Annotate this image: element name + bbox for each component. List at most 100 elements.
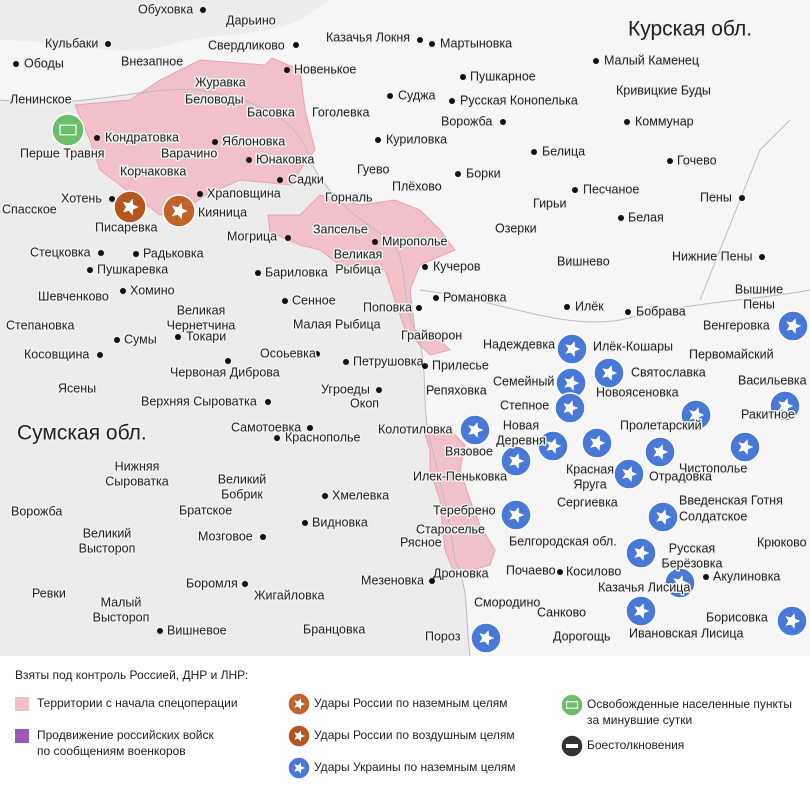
- settlement-label: Ободы: [24, 56, 64, 70]
- settlement-label: Осоьевка: [260, 346, 316, 360]
- settlement-label: Нижняя: [115, 459, 160, 473]
- settlement-dot: [449, 98, 455, 104]
- settlement-label: Акулиновка: [713, 569, 780, 583]
- legend-label: Территории с начала спецоперации: [37, 696, 238, 710]
- borders: [0, 88, 810, 657]
- settlement-label: Мезеновка: [361, 573, 424, 587]
- settlement-label: Краснополье: [285, 430, 361, 444]
- settlement-label: Староселье: [416, 522, 485, 536]
- legend-label: за минувшие сутки: [587, 713, 692, 727]
- settlement-label: Бобрик: [221, 487, 263, 501]
- territory-north: [74, 57, 316, 216]
- settlement-label: Рыбица: [335, 262, 381, 276]
- icons: [51, 113, 809, 654]
- settlement-dot: [429, 41, 435, 47]
- icon-burst: [565, 341, 581, 357]
- settlement-label: Гочево: [677, 153, 717, 167]
- icon-burst: [171, 202, 188, 220]
- settlement-label: Русская Конопелька: [460, 93, 578, 107]
- region-border: [699, 119, 791, 301]
- settlement-dot: [260, 534, 266, 540]
- icon-burst: [778, 398, 794, 414]
- settlement-dot: [284, 67, 290, 73]
- settlement-label: Степановка: [6, 318, 75, 332]
- settlement-label: Илек-Пеньковка: [413, 469, 507, 483]
- icon-burst: [786, 318, 802, 334]
- settlement-label: Чернетчина: [167, 318, 236, 332]
- settlement-dot: [703, 574, 709, 580]
- icon-burst: [509, 507, 525, 523]
- icon-burst: [479, 630, 495, 646]
- settlement-dot: [322, 493, 328, 499]
- settlement-label: Внезапное: [121, 54, 183, 68]
- settlement-label: Новенькое: [294, 62, 356, 76]
- legend-label: по сообщениям военкоров: [37, 744, 186, 758]
- settlement-label: Теребрено: [433, 503, 496, 517]
- settlement-label: Васильевка: [738, 373, 807, 387]
- settlement-dot: [285, 235, 291, 241]
- settlement-label: Берёзовка: [662, 556, 723, 570]
- settlement-label: Могрица: [227, 229, 277, 243]
- settlement-label: Храповщина: [207, 186, 281, 200]
- settlement-dot: [500, 119, 506, 125]
- settlement-label: Самотоевка: [231, 420, 301, 434]
- settlement-dot: [739, 195, 745, 201]
- settlement-dot: [175, 334, 181, 340]
- settlement-label: Дорогощь: [553, 629, 611, 643]
- settlement-label: Косовщина: [24, 347, 89, 361]
- region-label: Белгородская обл.: [509, 534, 617, 548]
- settlement-label: Великая: [334, 247, 383, 261]
- settlement-label: Надеждевка: [483, 337, 555, 351]
- settlement-label: Песчаное: [583, 182, 639, 196]
- icon-building: [59, 124, 77, 136]
- settlement-label: Хомино: [130, 283, 175, 297]
- settlement-label: Хотень: [61, 191, 102, 205]
- icon-burst: [468, 422, 484, 438]
- settlement-label: Обуховка: [138, 2, 193, 16]
- legend: Взяты под контроль Россией, ДНР и ЛНР: Те…: [0, 656, 810, 800]
- settlement-label: Введенская Готня: [679, 493, 783, 507]
- settlement-label: Ивановская Лисица: [629, 626, 744, 640]
- settlement-dot: [302, 520, 308, 526]
- settlement-dot: [157, 628, 163, 634]
- icon-burst: [622, 466, 638, 482]
- icon-burst: [634, 603, 650, 619]
- settlement-dot: [564, 304, 570, 310]
- settlement-label: Гуево: [357, 162, 389, 176]
- settlement-dot: [282, 298, 288, 304]
- settlement-label: Рясное: [400, 535, 442, 549]
- settlement-label: Плёхово: [392, 179, 442, 193]
- settlement-label: Санково: [537, 605, 586, 619]
- settlement-label: Малый Каменец: [604, 53, 699, 67]
- settlement-label: Кияница: [198, 205, 247, 219]
- settlement-label: Ленинское: [10, 92, 72, 106]
- settlement-label: Отрадовка: [649, 469, 712, 483]
- territory-south: [424, 429, 496, 576]
- legend-label: Удары России по наземным целям: [314, 696, 507, 710]
- settlement-dot: [422, 363, 428, 369]
- settlement-label: Колотиловка: [378, 422, 453, 436]
- region-border: [419, 289, 810, 323]
- settlement-label: Мирополье: [382, 234, 448, 248]
- settlement-dot: [13, 61, 19, 67]
- settlement-label: Вязовое: [445, 444, 493, 458]
- settlement-label: Пушкарное: [470, 69, 536, 83]
- settlement-label: Юнаковка: [256, 152, 314, 166]
- settlement-label: Мозговое: [198, 529, 253, 543]
- settlement-label: Гирьи: [533, 196, 567, 210]
- settlement-label: Братское: [179, 503, 232, 517]
- settlement-label: Сенное: [292, 293, 336, 307]
- icon-burst: [785, 613, 801, 629]
- settlement-label: Куриловка: [386, 132, 447, 146]
- legend-label: Удары России по воздушным целям: [314, 728, 515, 742]
- settlement-label: Почаево: [506, 563, 556, 577]
- settlement-label: Запселье: [313, 222, 368, 236]
- settlement-label: Ревки: [32, 586, 66, 600]
- settlement-label: Новоясеновка: [596, 385, 679, 399]
- settlement-dot: [274, 435, 280, 441]
- settlement-label: Пены: [700, 190, 732, 204]
- settlement-dot: [422, 264, 428, 270]
- legend-background: [0, 656, 810, 800]
- settlement-dot: [433, 295, 439, 301]
